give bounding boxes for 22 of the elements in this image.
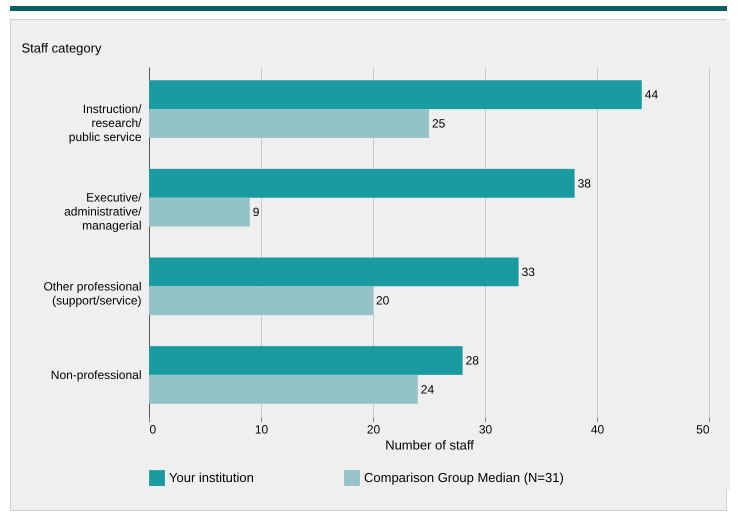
- y-tick-label: Non-professional: [50, 368, 142, 382]
- legend-label: Your institution: [169, 470, 254, 486]
- x-tick-label: 0: [150, 422, 156, 436]
- x-tick-label: 40: [590, 422, 604, 436]
- x-tick-label: 20: [366, 422, 380, 436]
- y-tick-label: Instruction/ research/ public service: [68, 102, 142, 144]
- legend-label: Comparison Group Median (N=31): [364, 470, 564, 486]
- data-label: 24: [420, 382, 434, 396]
- y-tick-label: Other professional (support/service): [43, 279, 142, 308]
- data-label: 25: [432, 116, 446, 130]
- data-label: 44: [644, 88, 658, 102]
- y-axis-title: Staff category: [22, 40, 102, 56]
- data-label: 9: [252, 205, 260, 220]
- x-axis-title: Number of staff: [385, 438, 474, 452]
- data-label: 28: [466, 354, 480, 368]
- data-label: 20: [376, 294, 390, 308]
- x-tick-label: 10: [254, 422, 268, 436]
- y-tick-label: Executive/ administrative/ managerial: [64, 190, 142, 233]
- data-label: 33: [522, 264, 536, 279]
- x-tick-label: 30: [478, 422, 492, 436]
- data-label: 38: [578, 176, 592, 190]
- x-tick-label: 50: [696, 422, 710, 436]
